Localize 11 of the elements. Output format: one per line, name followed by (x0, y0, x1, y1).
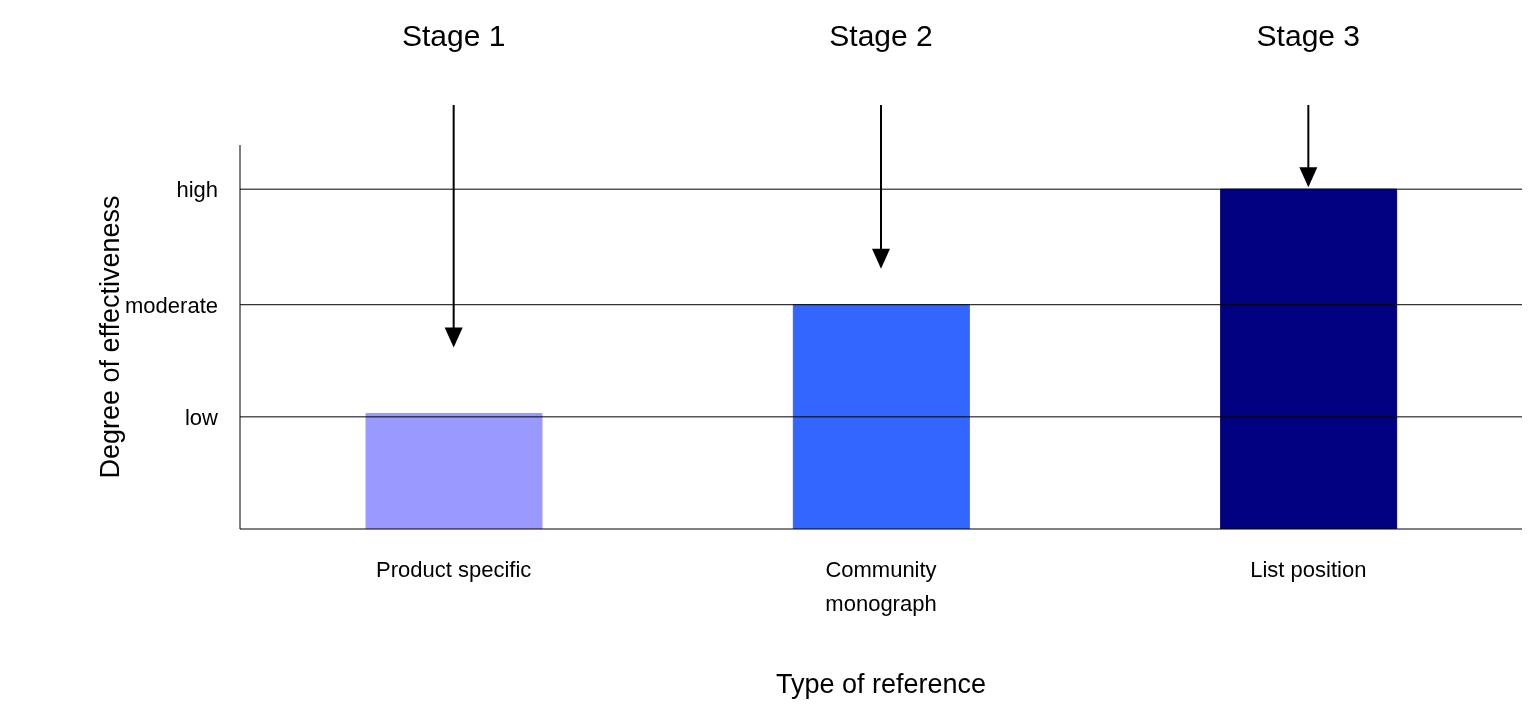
text: Stage 3 (1256, 19, 1361, 52)
x-tick-label: Community monograph (825, 557, 937, 616)
y-axis-title: Degree of effectiveness (95, 195, 125, 479)
x-axis-title: Type of reference (775, 669, 987, 699)
ref-line-label: high (176, 177, 218, 203)
text: Stage 1 (401, 19, 506, 52)
x-tick-label: List position (1250, 557, 1367, 582)
ref-line-label: moderate (125, 292, 218, 318)
ref-line-label: low (184, 404, 219, 430)
text: Stage 2 (829, 19, 933, 52)
x-tick-label: Product specific (376, 557, 532, 582)
